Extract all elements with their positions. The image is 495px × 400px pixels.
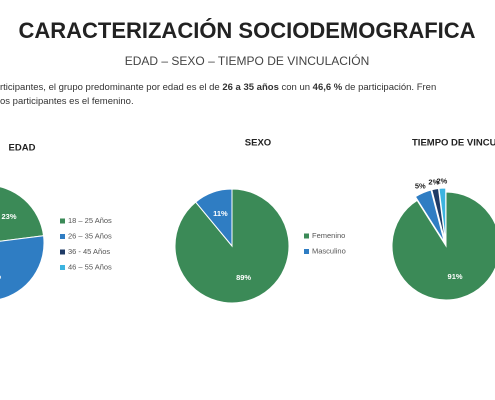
legend-label: 36 - 45 Años — [68, 247, 110, 256]
legend-swatch — [304, 233, 309, 239]
pie-slice — [194, 188, 233, 248]
slide-title: CARACTERIZACIÓN SOCIODEMOGRAFICA — [18, 18, 475, 43]
paragraph-text: de participación. Fren — [342, 82, 436, 93]
data-label: 47% — [0, 272, 1, 281]
data-label: 11% — [213, 209, 228, 218]
legend-swatch — [60, 265, 65, 270]
data-label: 89% — [236, 273, 251, 282]
paragraph-text: 26 a 35 años — [222, 82, 279, 93]
legend-label: 26 – 35 Años — [68, 231, 112, 240]
legend-label: Masculino — [312, 246, 346, 255]
paragraph-text: os participantes es el femenino. — [0, 96, 134, 107]
chart-title: TIEMPO DE VINCU — [412, 138, 495, 149]
pie-slice — [391, 191, 495, 301]
legend-label: 46 – 55 Años — [68, 262, 112, 271]
chart-title: SEXO — [245, 138, 271, 149]
paragraph-text: con un — [279, 82, 313, 93]
legend-swatch — [60, 249, 65, 255]
data-label: 23% — [2, 212, 17, 221]
data-label: 91% — [448, 272, 463, 281]
paragraph-line: os participantes es el femenino. — [0, 96, 134, 107]
legend-label: 18 – 25 Años — [68, 216, 112, 225]
legend-swatch — [60, 234, 65, 239]
data-label: 2% — [428, 177, 439, 186]
pie-slice — [0, 235, 45, 300]
paragraph-line: rticipantes, el grupo predominante por e… — [0, 82, 436, 93]
legend-label: Femenino — [312, 231, 345, 240]
pie-slice — [414, 189, 445, 243]
data-label: 5% — [415, 182, 426, 191]
legend-swatch — [304, 249, 309, 254]
paragraph-text: rticipantes, el grupo predominante por e… — [0, 82, 222, 93]
pie-slice — [0, 186, 45, 242]
slide-subtitle: EDAD – SEXO – TIEMPO DE VINCULACIÓN — [125, 53, 370, 68]
data-label: 2% — [437, 176, 448, 185]
pie-slice — [438, 187, 447, 243]
pie-slice — [431, 187, 446, 243]
chart-title: EDAD — [9, 143, 36, 154]
paragraph-text: 46,6 % — [313, 82, 343, 93]
legend-swatch — [60, 218, 65, 224]
